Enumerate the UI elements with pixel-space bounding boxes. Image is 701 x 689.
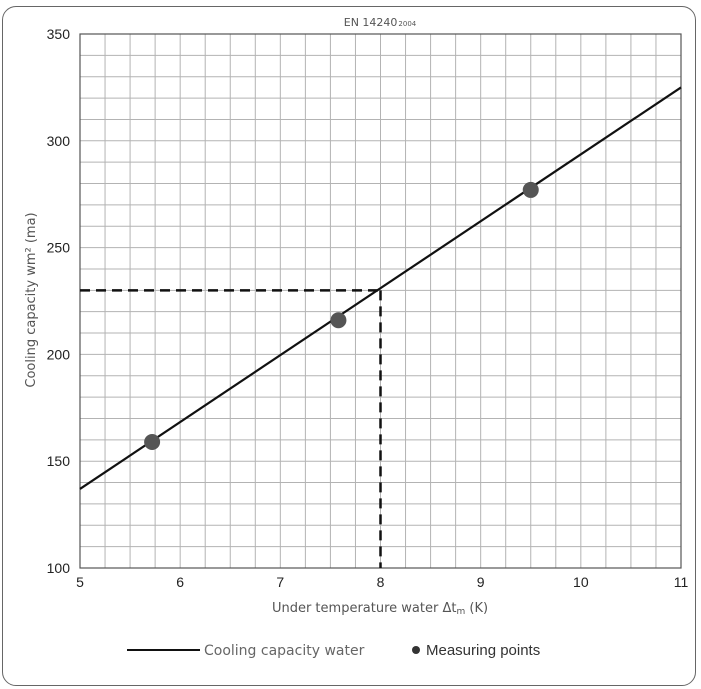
series-line-cooling-capacity (79, 86, 682, 490)
y-tick-label: 250 (47, 240, 71, 256)
data-point (144, 433, 161, 450)
y-tick-label: 100 (47, 560, 71, 576)
x-tick-label: 8 (377, 574, 385, 590)
reference-lines (80, 289, 382, 568)
x-tick-label: 11 (674, 574, 689, 590)
x-axis-label-main: Under temperature water Δt (272, 601, 457, 616)
y-axis-label: Cooling capacity wm² (ma) (24, 212, 39, 387)
x-tick-label: 9 (477, 574, 485, 590)
legend: Cooling capacity water Measuring points (127, 642, 540, 659)
legend-point-swatch (412, 646, 420, 654)
chart-title-main: EN 14240 (344, 16, 398, 29)
data-point (522, 181, 539, 198)
y-tick-label: 350 (47, 26, 71, 42)
legend-line-label: Cooling capacity water (204, 643, 365, 659)
y-tick-label: 150 (47, 453, 71, 469)
x-axis-label-subscript: m (456, 607, 465, 617)
data-point (330, 312, 347, 329)
x-axis-label-unit: (K) (465, 601, 488, 616)
x-tick-label: 5 (76, 574, 84, 590)
chart-title: EN 142402004 (344, 16, 417, 29)
chart-title-subscript: 2004 (398, 20, 416, 28)
y-tick-label: 200 (47, 346, 71, 362)
x-tick-labels: 5 6 7 8 9 10 11 (76, 574, 688, 590)
y-tick-labels: 100 150 200 250 300 350 (47, 26, 71, 576)
legend-points-label: Measuring points (426, 642, 540, 659)
series-layer (79, 86, 682, 490)
x-tick-label: 6 (176, 574, 184, 590)
y-tick-label: 300 (47, 133, 71, 149)
x-axis-label: Under temperature water Δtm (K) (272, 601, 488, 617)
x-tick-label: 10 (573, 574, 589, 590)
x-tick-label: 7 (276, 574, 284, 590)
